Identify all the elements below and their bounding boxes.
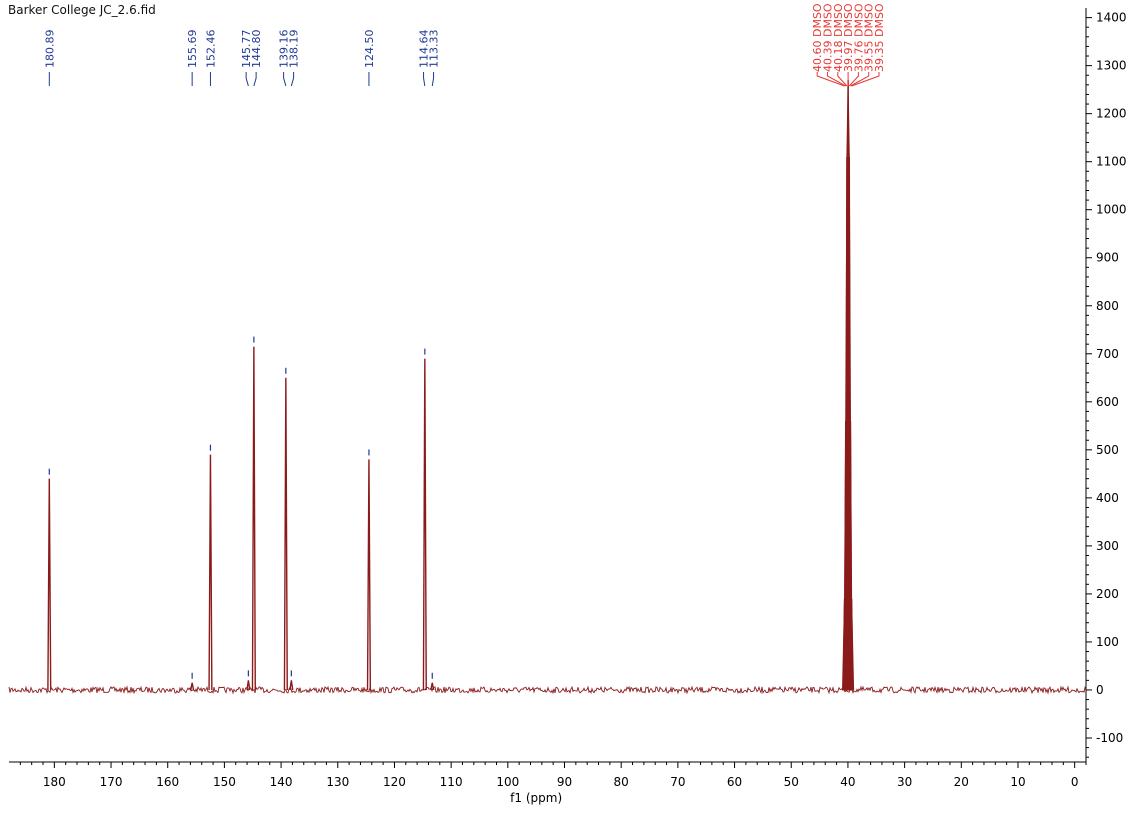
spectrum-peak	[47, 478, 52, 690]
peak-label-connector	[851, 72, 880, 87]
peak-label: 152.46	[204, 30, 217, 69]
peak-label: 40.18 DMSO	[832, 3, 845, 72]
peak-label: 39.76 DMSO	[852, 3, 865, 72]
spectrum-peak	[422, 358, 427, 690]
x-tick-label: 120	[383, 775, 406, 789]
peak-label: 145.77	[240, 30, 253, 69]
peak-label: 40.60 DMSO	[811, 3, 824, 72]
y-tick-label: 1100	[1096, 155, 1127, 169]
peak-label: 114.64	[418, 30, 431, 69]
y-tick-label: 1300	[1096, 59, 1127, 73]
peak-label: 155.69	[186, 30, 199, 69]
spectrum-peak	[283, 377, 288, 690]
spectrum-peak	[430, 682, 435, 691]
spectrum-peak	[366, 459, 372, 690]
file-title: Barker College JC_2.6.fid	[8, 3, 156, 17]
x-tick-label: 110	[440, 775, 463, 789]
peak-label: 39.55 DMSO	[863, 3, 876, 72]
y-tick-label: 600	[1096, 395, 1119, 409]
x-tick-label: 160	[156, 775, 179, 789]
y-tick-label: 0	[1096, 683, 1104, 697]
peak-label-connector	[423, 72, 426, 87]
x-axis-label: f1 (ppm)	[510, 791, 562, 805]
peak-label-connector	[848, 72, 859, 87]
y-tick-label: 100	[1096, 635, 1119, 649]
peak-label-connector	[283, 72, 287, 87]
x-tick-label: 60	[727, 775, 742, 789]
y-tick-label: 500	[1096, 443, 1119, 457]
peak-label: 39.97 DMSO	[842, 3, 855, 72]
y-tick-label: 700	[1096, 347, 1119, 361]
peak-label: 139.16	[278, 30, 291, 69]
peak-label: 39.35 DMSO	[873, 3, 886, 72]
y-tick-label: 800	[1096, 299, 1119, 313]
peak-label-connector	[816, 72, 845, 87]
peak-label-connector	[431, 72, 435, 87]
x-tick-label: 140	[270, 775, 293, 789]
y-tick-label: 1200	[1096, 107, 1127, 121]
peak-label-connector	[850, 72, 870, 87]
y-tick-label: -100	[1096, 731, 1123, 745]
spectrum-peak	[289, 680, 294, 691]
x-tick-label: 20	[954, 775, 969, 789]
x-tick-label: 10	[1010, 775, 1025, 789]
spectrum-baseline	[8, 685, 1087, 695]
x-tick-label: 70	[670, 775, 685, 789]
dmso-multiplet	[842, 80, 855, 691]
peak-label-connector	[253, 72, 257, 87]
spectrum-peak	[190, 682, 195, 691]
peak-label: 113.33	[428, 30, 441, 69]
peak-label-connector	[826, 72, 846, 87]
y-tick-label: 1400	[1096, 11, 1127, 25]
x-tick-label: 150	[213, 775, 236, 789]
peak-label-connector	[837, 72, 848, 87]
x-tick-label: 0	[1071, 775, 1079, 789]
spectrum-peak	[246, 680, 251, 691]
y-tick-label: 300	[1096, 539, 1119, 553]
x-tick-label: 170	[100, 775, 123, 789]
x-tick-label: 30	[897, 775, 912, 789]
y-tick-label: 200	[1096, 587, 1119, 601]
peak-label: 138.19	[288, 30, 301, 69]
x-tick-label: 90	[557, 775, 572, 789]
x-tick-label: 100	[496, 775, 519, 789]
peak-label: 180.89	[43, 30, 56, 69]
y-tick-label: 400	[1096, 491, 1119, 505]
x-tick-label: 80	[614, 775, 629, 789]
peak-label: 124.50	[363, 30, 376, 69]
peak-label-connector	[290, 72, 295, 87]
y-tick-label: 1000	[1096, 203, 1127, 217]
peak-label: 40.39 DMSO	[821, 3, 834, 72]
peak-label: 144.80	[250, 30, 263, 69]
spectrum-peak	[251, 346, 256, 690]
x-tick-label: 40	[840, 775, 855, 789]
y-tick-label: 900	[1096, 251, 1119, 265]
x-tick-label: 180	[43, 775, 66, 789]
spectrum-peak	[208, 454, 213, 690]
x-tick-label: 50	[784, 775, 799, 789]
peak-label-connector	[245, 72, 249, 87]
x-tick-label: 130	[326, 775, 349, 789]
